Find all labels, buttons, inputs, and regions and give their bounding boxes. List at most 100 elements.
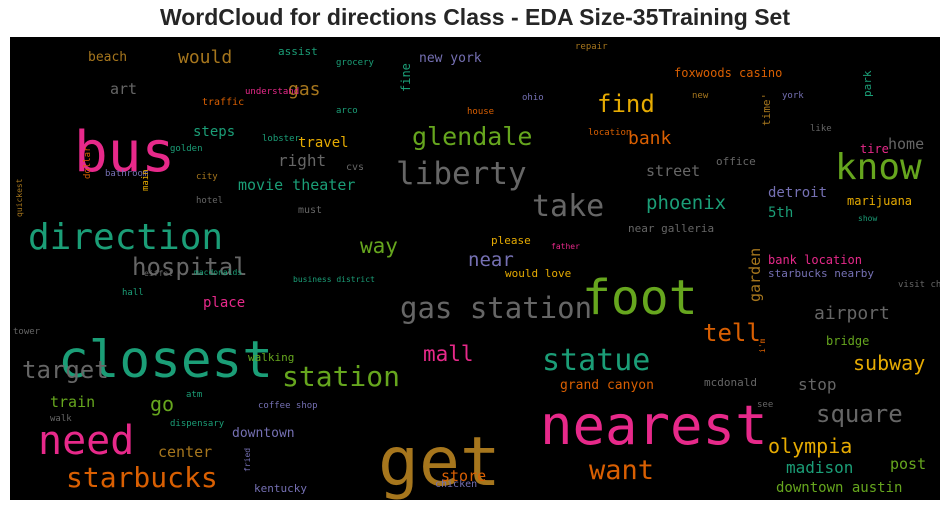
word-mcdonald: mcdonald	[704, 376, 757, 389]
word-lobster: lobster	[262, 134, 301, 144]
word-target: target	[22, 356, 109, 384]
word-bank: bank	[628, 128, 672, 149]
word-fine: fine	[399, 63, 413, 92]
word-walk: walk	[50, 414, 72, 424]
word-store: store	[441, 467, 486, 485]
word-park: park	[861, 70, 874, 97]
word-beach: beach	[88, 50, 127, 65]
word-starbucks: starbucks	[66, 461, 218, 494]
word-location: location	[588, 128, 631, 138]
word-nearest: nearest	[540, 394, 768, 457]
word-center: center	[158, 443, 212, 461]
word-olympia: olympia	[768, 434, 852, 458]
word-right: right	[278, 151, 326, 170]
word-bank-location: bank location	[768, 253, 862, 267]
word-father: father	[551, 242, 580, 251]
chart-title: WordCloud for directions Class - EDA Siz…	[159, 4, 791, 30]
word-walking: walking	[248, 351, 294, 364]
word-tower: tower	[13, 327, 41, 337]
word-please: please	[491, 234, 531, 247]
word-show: show	[858, 214, 877, 223]
word-home: home	[888, 135, 924, 153]
word-cloud: get nearest closest bus foot direction need lib…	[10, 37, 940, 500]
word-tire: tire	[860, 142, 889, 156]
word-travel: travel	[298, 135, 349, 151]
word-glendale: glendale	[412, 122, 532, 151]
word-phoenix: phoenix	[646, 192, 726, 214]
word-downtown-austin: downtown austin	[776, 480, 902, 496]
word-post: post	[890, 455, 926, 473]
word-street: street	[646, 162, 700, 180]
word-cloud-canvas: get nearest closest bus foot direction need lib…	[13, 42, 940, 500]
word-grocery: grocery	[336, 58, 375, 68]
word-madison: madison	[786, 458, 853, 477]
word-direction: direction	[28, 217, 223, 258]
word-want: want	[589, 455, 654, 486]
word-gas-station: gas station	[400, 291, 592, 325]
word-bus: bus	[74, 120, 175, 185]
word-golden: golden	[170, 144, 203, 154]
word-like: like	[810, 124, 832, 134]
word-garden: garden	[746, 248, 764, 302]
word-take: take	[532, 189, 604, 224]
word-eiffel: eiffel	[144, 269, 173, 278]
word-quickest: quickest	[15, 178, 24, 217]
word-subway: subway	[853, 351, 925, 375]
word-house: house	[467, 107, 494, 117]
word-understand: understand	[245, 87, 299, 97]
word-train: train	[50, 393, 95, 411]
word-traffic: traffic	[202, 97, 244, 108]
word-foot: foot	[582, 270, 698, 326]
word-go: go	[150, 392, 174, 416]
word-marijuana: marijuana	[847, 194, 912, 208]
word-find: find	[597, 90, 655, 118]
word-stop: stop	[798, 375, 837, 394]
word-get: get	[378, 423, 501, 500]
word-near: near	[468, 249, 514, 271]
word-near-galleria: near galleria	[628, 222, 714, 235]
word-cvs: cvs	[346, 162, 364, 173]
word-way: way	[360, 234, 398, 258]
word-would: would	[178, 47, 232, 68]
word-station: station	[282, 360, 400, 393]
word-fried: fried	[243, 448, 252, 472]
word-would-love: would love	[505, 267, 571, 280]
word-must: must	[298, 205, 322, 216]
word-coffee-shop: coffee shop	[258, 401, 318, 411]
word-tell: tell	[703, 319, 761, 347]
word-know: know	[835, 147, 922, 188]
word-statue: statue	[542, 343, 650, 378]
word-downtown: downtown	[232, 426, 295, 441]
word-hospital: hospital	[132, 253, 248, 281]
word-repair: repair	[575, 42, 608, 52]
word-macdonalds: macdonalds	[194, 268, 242, 277]
word-assist: assist	[278, 45, 318, 58]
word-see: see	[757, 400, 773, 410]
word-time-: time'	[760, 93, 773, 126]
word-new-york: new york	[419, 51, 482, 66]
word-gas: gas	[288, 79, 321, 100]
word-mall: mall	[423, 342, 474, 366]
word-atm: atm	[186, 390, 202, 400]
word-ohio: ohio	[522, 93, 544, 103]
word-kentucky: kentucky	[254, 482, 307, 495]
word-place: place	[203, 295, 245, 311]
word-i-m: i'm	[758, 338, 767, 353]
word-liberty: liberty	[396, 156, 527, 192]
word-main: main	[141, 169, 151, 191]
word-grand-canyon: grand canyon	[560, 378, 654, 393]
word-closest: closest	[58, 331, 273, 390]
word-chicken: chicken	[435, 479, 477, 490]
word-bathroom: bathroom	[105, 169, 148, 179]
word-hall: hall	[122, 288, 144, 298]
word-airport: airport	[814, 303, 890, 324]
word-business-district: business district	[293, 275, 375, 284]
word-visit-chicago: visit chicago	[898, 280, 940, 290]
word-detroit: detroit	[768, 185, 827, 201]
word-york: york	[782, 91, 804, 101]
word-movie-theater: movie theater	[238, 176, 355, 194]
word-need: need	[38, 418, 134, 464]
word-foxwoods-casino: foxwoods casino	[674, 66, 782, 80]
word-new: new	[692, 91, 709, 101]
word-dollar: dollar	[83, 146, 93, 179]
